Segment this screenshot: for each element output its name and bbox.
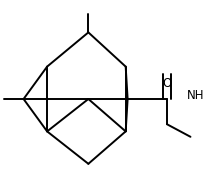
Text: NH: NH (187, 89, 204, 102)
Text: O: O (162, 77, 172, 90)
